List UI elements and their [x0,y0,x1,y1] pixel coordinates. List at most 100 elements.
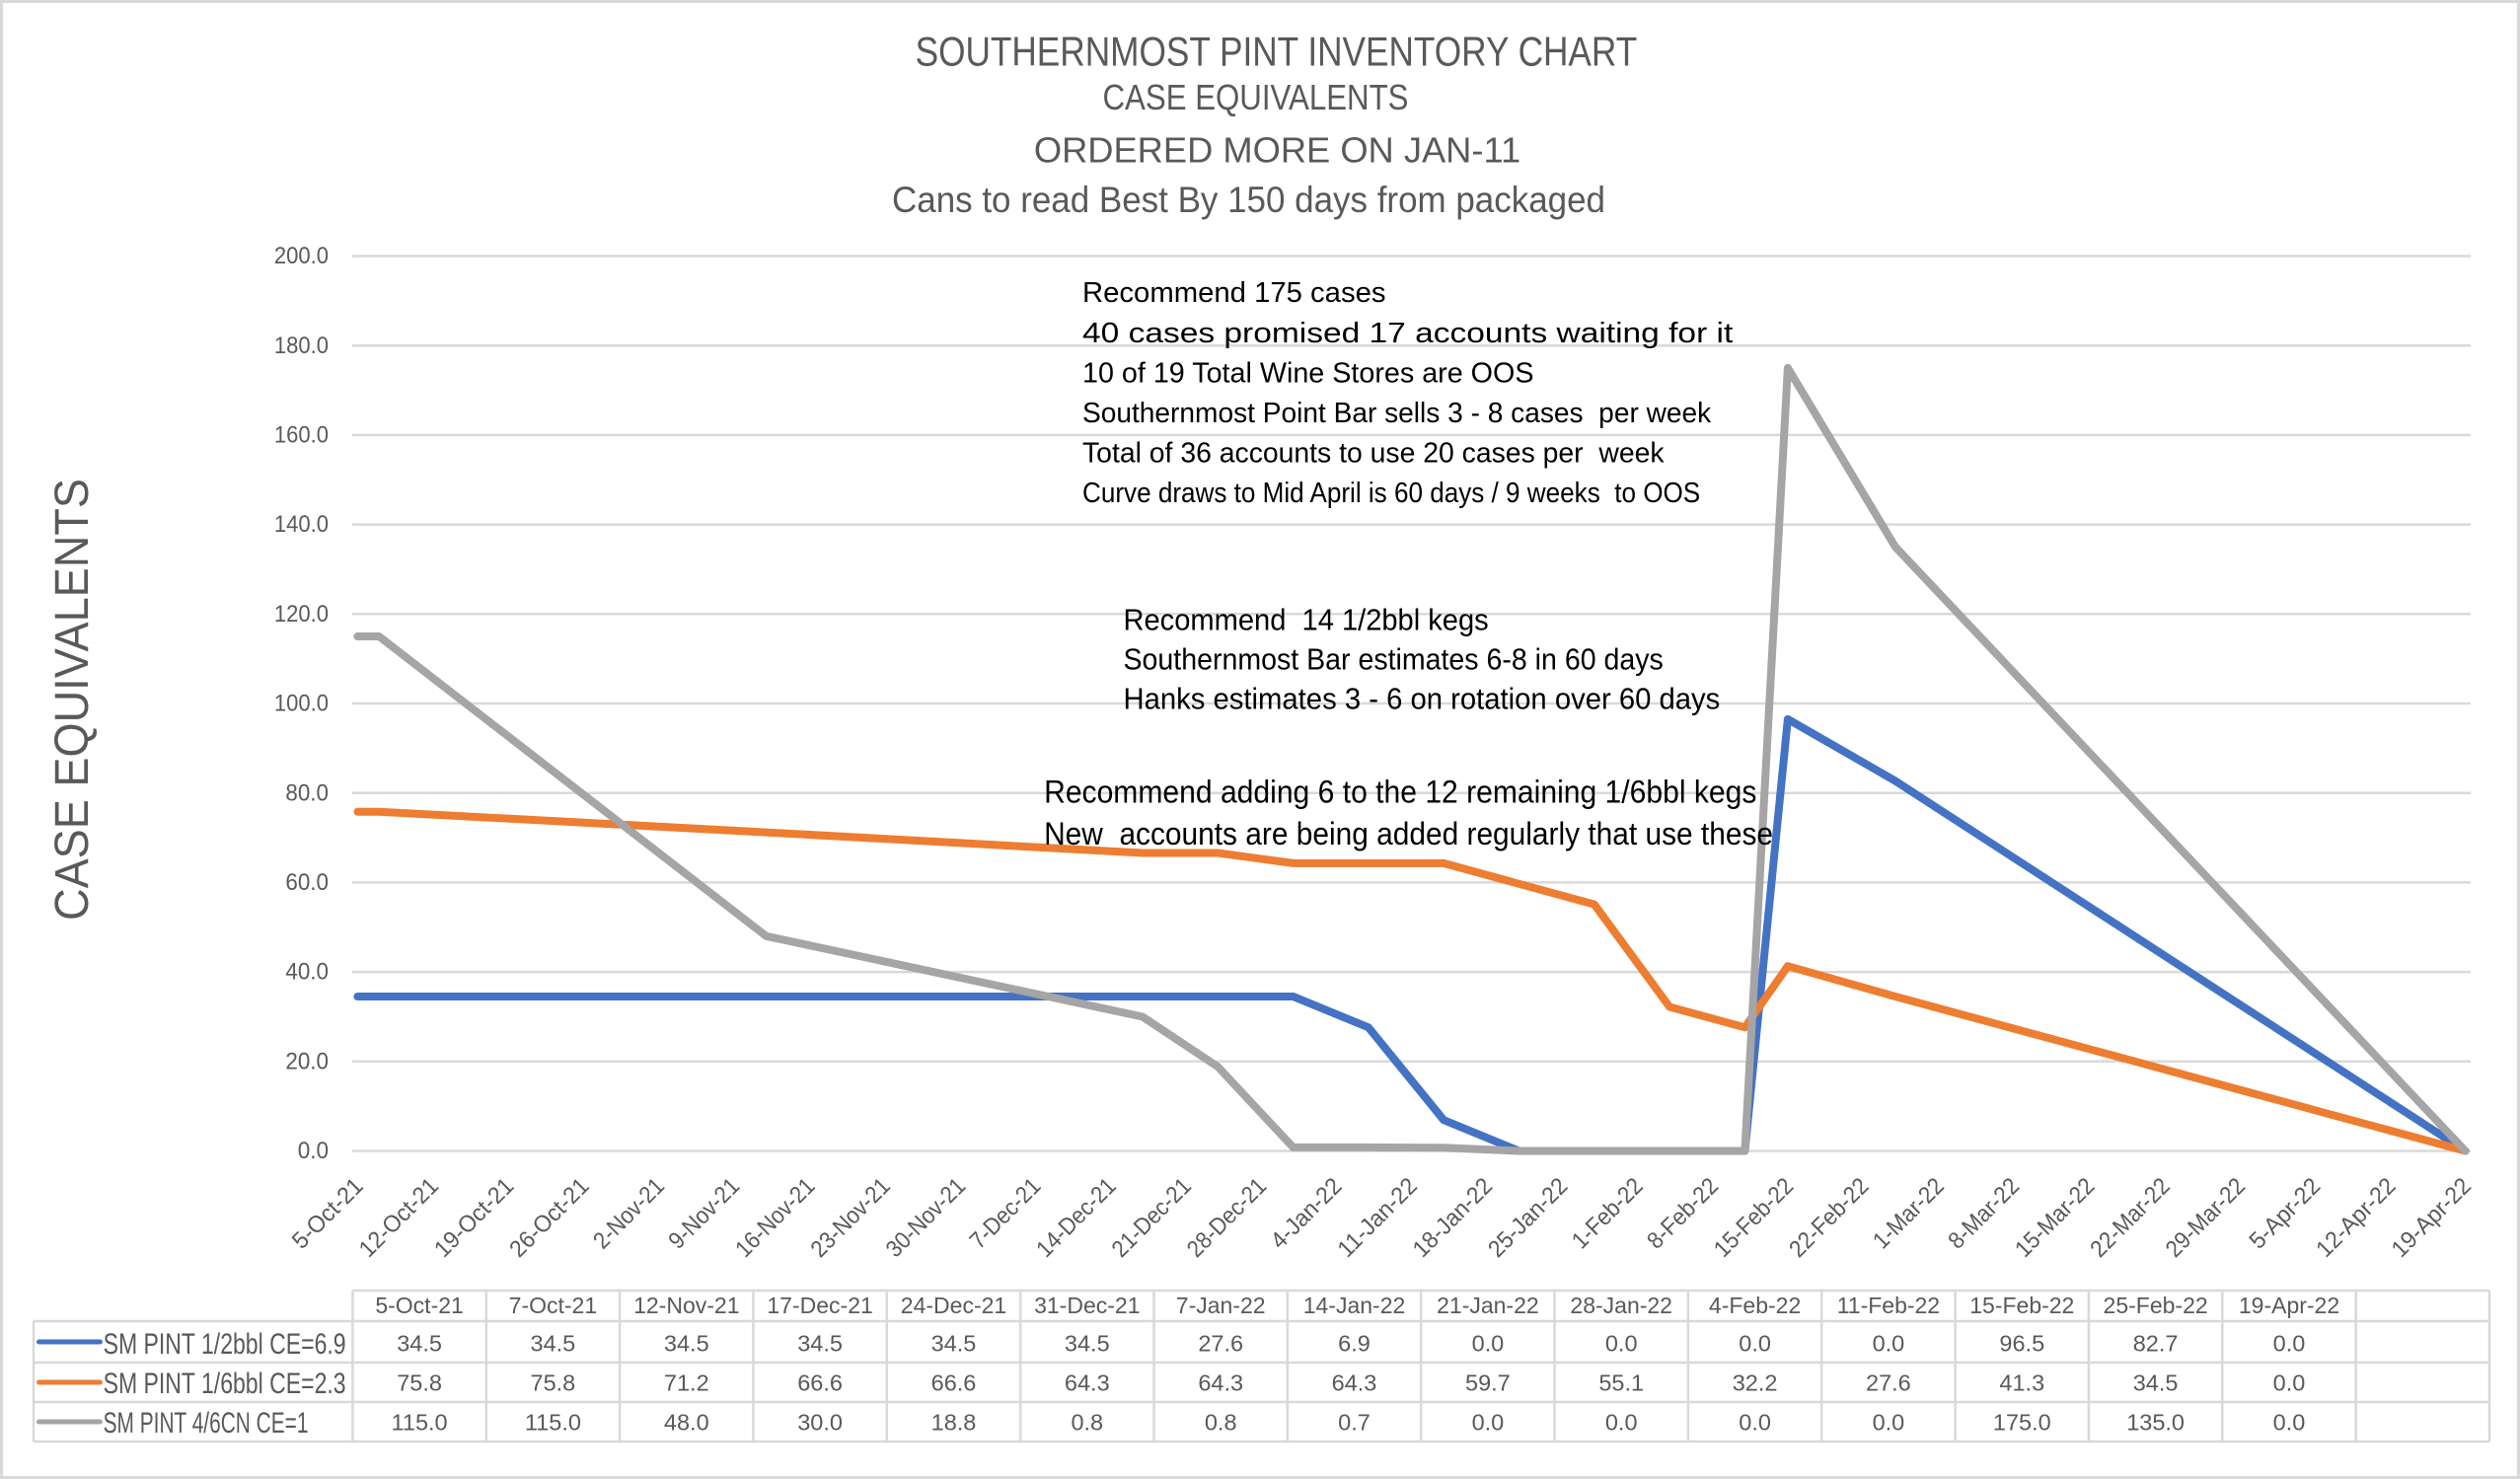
svg-text:64.3: 64.3 [1332,1369,1377,1395]
svg-text:0.0: 0.0 [1472,1330,1505,1356]
svg-text:31-Dec-21: 31-Dec-21 [1034,1293,1140,1318]
svg-text:64.3: 64.3 [1198,1369,1243,1395]
svg-text:27.6: 27.6 [1866,1369,1911,1395]
svg-text:CASE EQUIVALENTS: CASE EQUIVALENTS [1103,77,1409,117]
svg-text:66.6: 66.6 [931,1369,977,1395]
svg-text:19-Apr-22: 19-Apr-22 [2387,1173,2477,1263]
svg-text:19-Apr-22: 19-Apr-22 [2239,1293,2339,1318]
svg-text:64.3: 64.3 [1065,1369,1110,1395]
svg-text:0.8: 0.8 [1071,1409,1103,1435]
svg-text:32.2: 32.2 [1733,1369,1778,1395]
svg-text:Southernmost Bar estimates 6-8: Southernmost Bar estimates 6-8 in 60 day… [1124,643,1664,677]
svg-text:22-Feb-22: 22-Feb-22 [1784,1173,1874,1263]
svg-text:30-Nov-21: 30-Nov-21 [881,1173,971,1263]
svg-text:40.0: 40.0 [285,959,329,986]
svg-text:21-Dec-21: 21-Dec-21 [1107,1173,1197,1263]
svg-text:18.8: 18.8 [931,1409,977,1435]
svg-text:180.0: 180.0 [274,333,329,359]
svg-text:12-Nov-21: 12-Nov-21 [633,1293,739,1318]
svg-text:55.1: 55.1 [1598,1369,1644,1395]
svg-text:17-Dec-21: 17-Dec-21 [767,1293,872,1318]
svg-text:28-Jan-22: 28-Jan-22 [1570,1293,1672,1318]
svg-text:0.0: 0.0 [1472,1409,1505,1435]
svg-text:71.2: 71.2 [664,1369,709,1395]
svg-text:34.5: 34.5 [931,1330,977,1356]
svg-text:7-Oct-21: 7-Oct-21 [509,1293,597,1318]
svg-text:100.0: 100.0 [274,691,329,717]
svg-text:23-Nov-21: 23-Nov-21 [806,1173,896,1263]
svg-text:20.0: 20.0 [285,1048,329,1074]
svg-text:1-Mar-22: 1-Mar-22 [1868,1173,1950,1255]
svg-text:SOUTHERNMOST PINT INVENTORY CH: SOUTHERNMOST PINT INVENTORY CHART [916,28,1638,74]
svg-text:26-Oct-21: 26-Oct-21 [504,1173,594,1263]
svg-text:34.5: 34.5 [2133,1369,2179,1395]
svg-text:0.7: 0.7 [1338,1409,1371,1435]
svg-text:135.0: 135.0 [2126,1409,2185,1435]
svg-text:0.0: 0.0 [298,1138,329,1164]
svg-text:5-Oct-21: 5-Oct-21 [375,1293,463,1318]
svg-text:24-Dec-21: 24-Dec-21 [901,1293,1006,1318]
svg-text:11-Feb-22: 11-Feb-22 [1837,1293,1940,1318]
svg-text:60.0: 60.0 [285,869,329,896]
svg-text:Total of 36 accounts to use 20: Total of 36 accounts to use 20 cases per… [1082,438,1665,470]
svg-text:15-Feb-22: 15-Feb-22 [1709,1173,1799,1263]
svg-text:34.5: 34.5 [397,1330,442,1356]
svg-text:0.0: 0.0 [2273,1330,2306,1356]
svg-text:Recommend 14 1/2bbl kegs: Recommend 14 1/2bbl kegs [1124,604,1489,637]
svg-text:0.0: 0.0 [1605,1409,1638,1435]
svg-text:25-Jan-22: 25-Jan-22 [1483,1173,1573,1263]
svg-text:15-Mar-22: 15-Mar-22 [2010,1173,2100,1263]
svg-text:41.3: 41.3 [1999,1369,2044,1395]
svg-text:11-Jan-22: 11-Jan-22 [1333,1173,1423,1263]
svg-text:SM PINT 1/6bbl CE=2.3: SM PINT 1/6bbl CE=2.3 [104,1368,346,1400]
svg-text:0.8: 0.8 [1205,1409,1237,1435]
svg-text:SM PINT 4/6CN CE=1: SM PINT 4/6CN CE=1 [104,1407,309,1440]
svg-text:200.0: 200.0 [274,243,329,269]
svg-text:0.0: 0.0 [1873,1330,1905,1356]
svg-text:SM PINT 1/2bbl CE=6.9: SM PINT 1/2bbl CE=6.9 [104,1328,346,1361]
svg-text:28-Dec-21: 28-Dec-21 [1182,1173,1272,1263]
svg-text:Southernmost Point Bar sells 3: Southernmost Point Bar sells 3 - 8 cases… [1082,398,1712,429]
svg-text:19-Oct-21: 19-Oct-21 [429,1173,519,1263]
svg-text:0.0: 0.0 [2273,1369,2306,1395]
svg-text:120.0: 120.0 [274,601,329,628]
svg-text:22-Mar-22: 22-Mar-22 [2085,1173,2175,1263]
svg-text:Recommend 175 cases: Recommend 175 cases [1082,277,1386,309]
svg-text:Cans to read Best By 150 days: Cans to read Best By 150 days from packa… [892,180,1605,220]
svg-text:14-Dec-21: 14-Dec-21 [1031,1173,1121,1263]
svg-text:12-Apr-22: 12-Apr-22 [2311,1173,2401,1263]
svg-text:Recommend adding 6 to the 12 r: Recommend adding 6 to the 12 remaining 1… [1044,775,1756,810]
svg-text:29-Mar-22: 29-Mar-22 [2161,1173,2251,1263]
svg-text:16-Nov-21: 16-Nov-21 [730,1173,820,1263]
svg-text:59.7: 59.7 [1465,1369,1511,1395]
svg-text:18-Jan-22: 18-Jan-22 [1408,1173,1498,1263]
svg-text:15-Feb-22: 15-Feb-22 [1969,1293,2074,1318]
svg-text:27.6: 27.6 [1198,1330,1243,1356]
svg-text:34.5: 34.5 [664,1330,709,1356]
svg-text:30.0: 30.0 [797,1409,843,1435]
svg-text:Curve draws to Mid April is 60: Curve draws to Mid April is 60 days / 9 … [1082,478,1700,509]
svg-text:Hanks estimates 3 - 6 on rotat: Hanks estimates 3 - 6 on rotation over 6… [1124,683,1721,716]
svg-text:82.7: 82.7 [2133,1330,2179,1356]
svg-text:115.0: 115.0 [525,1409,581,1435]
svg-text:7-Jan-22: 7-Jan-22 [1176,1293,1266,1318]
svg-text:0.0: 0.0 [1873,1409,1905,1435]
svg-text:12-Oct-21: 12-Oct-21 [354,1173,444,1263]
svg-text:0.0: 0.0 [1739,1330,1771,1356]
svg-text:34.5: 34.5 [531,1330,576,1356]
svg-text:0.0: 0.0 [1605,1330,1638,1356]
svg-text:4-Feb-22: 4-Feb-22 [1709,1293,1801,1318]
svg-text:CASE EQUIVALENTS: CASE EQUIVALENTS [46,479,99,921]
svg-text:160.0: 160.0 [274,422,329,449]
svg-text:6.9: 6.9 [1338,1330,1371,1356]
svg-text:96.5: 96.5 [1999,1330,2044,1356]
svg-text:80.0: 80.0 [285,779,329,806]
svg-text:40 cases promised 17 accounts: 40 cases promised 17 accounts waiting fo… [1082,318,1733,349]
svg-text:48.0: 48.0 [664,1409,709,1435]
svg-text:0.0: 0.0 [1739,1409,1771,1435]
svg-text:175.0: 175.0 [1993,1409,2051,1435]
svg-text:1-Feb-22: 1-Feb-22 [1567,1173,1649,1255]
svg-text:10 of 19 Total Wine Stores are: 10 of 19 Total Wine Stores are OOS [1082,357,1534,389]
svg-text:25-Feb-22: 25-Feb-22 [2104,1293,2208,1318]
svg-text:New accounts are being added: New accounts are being added regularly t… [1044,816,1773,851]
